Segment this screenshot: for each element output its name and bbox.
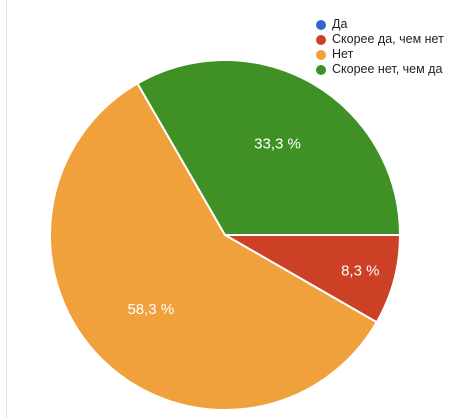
pie-slice-1 (221, 234, 402, 324)
legend-item-3: Скорее нет, чем да (316, 62, 444, 77)
legend-item-0: Да (316, 17, 444, 32)
legend: Да Скорее да, чем нет Нет Скорее нет, чем д… (316, 17, 444, 77)
legend-label: Нет (332, 47, 354, 61)
legend-swatch-icon (316, 49, 326, 60)
slice-label-2: 58,3 % (127, 301, 174, 318)
legend-swatch-icon (316, 64, 326, 75)
slice-label-1: 8,3 % (341, 263, 379, 280)
legend-item-2: Нет (316, 47, 444, 62)
panel-edge (6, 0, 7, 418)
pie-slice-2 (49, 82, 379, 411)
legend-swatch-icon (316, 34, 326, 45)
legend-label: Да (332, 17, 348, 31)
legend-swatch-icon (316, 19, 326, 30)
legend-label: Скорее да, чем нет (332, 32, 444, 46)
pie-slice-3 (136, 59, 402, 236)
legend-label: Скорее нет, чем да (332, 62, 443, 76)
slice-label-3: 33,3 % (254, 136, 301, 153)
legend-item-1: Скорее да, чем нет (316, 32, 444, 47)
